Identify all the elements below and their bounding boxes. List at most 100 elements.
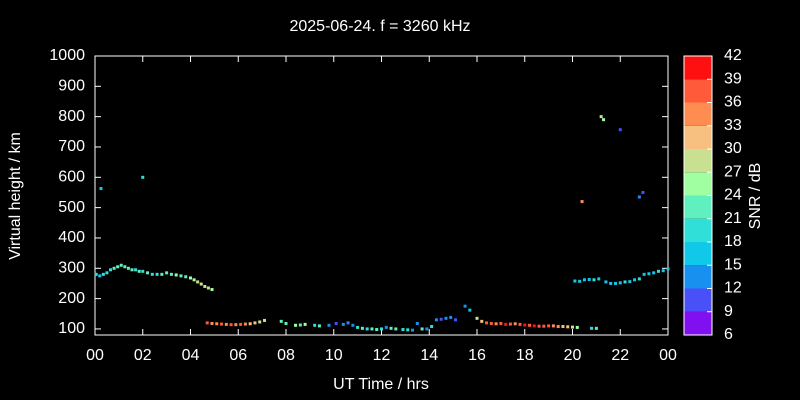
colorbar-band <box>684 218 712 242</box>
point <box>494 322 498 326</box>
point <box>150 272 154 276</box>
y-tick-label: 500 <box>58 199 85 216</box>
point <box>146 271 150 275</box>
point <box>463 304 467 308</box>
point <box>263 318 267 322</box>
point <box>389 326 393 330</box>
point <box>243 322 247 326</box>
y-tick-label: 900 <box>58 78 85 95</box>
x-tick-label: 20 <box>564 347 582 364</box>
colorbar-tick-label: 36 <box>724 94 742 111</box>
y-tick-label: 300 <box>58 260 85 277</box>
point <box>375 328 379 332</box>
colorbar-band <box>684 102 712 126</box>
colorbar-band <box>684 195 712 219</box>
x-axis-label: UT Time / hrs <box>333 376 429 393</box>
x-tick-label: 06 <box>229 347 247 364</box>
y-tick-label: 600 <box>58 169 85 186</box>
colorbar-band <box>684 56 712 80</box>
colorbar-band <box>684 265 712 289</box>
point <box>123 265 127 269</box>
point <box>618 281 622 285</box>
point <box>613 281 617 285</box>
point <box>210 321 214 325</box>
plot-frame <box>94 55 669 336</box>
x-tick-label: 10 <box>325 347 343 364</box>
point <box>248 322 252 326</box>
point <box>141 269 145 273</box>
y-tick-label: 100 <box>58 320 85 337</box>
point <box>174 273 178 277</box>
point <box>112 266 116 270</box>
x-tick-label: 12 <box>373 347 391 364</box>
point <box>573 279 577 283</box>
point <box>485 321 489 325</box>
point <box>434 318 438 322</box>
point <box>580 200 584 204</box>
colorbar-tick-label: 39 <box>724 70 742 87</box>
y-axis-label: Virtual height / km <box>7 132 24 260</box>
point <box>99 187 103 191</box>
point <box>406 328 410 332</box>
point <box>656 269 660 273</box>
point <box>454 318 458 322</box>
x-tick-label: 02 <box>134 347 152 364</box>
point <box>566 325 570 329</box>
point <box>582 278 586 282</box>
point <box>384 325 388 329</box>
point <box>130 268 134 272</box>
point <box>229 323 233 327</box>
point <box>134 268 138 272</box>
x-tick-label: 00 <box>659 347 677 364</box>
x-tick-label: 22 <box>611 347 629 364</box>
point <box>597 277 601 281</box>
point <box>513 322 517 326</box>
point <box>623 280 627 284</box>
point <box>480 319 484 323</box>
colorbar-band <box>684 149 712 173</box>
point <box>258 320 262 324</box>
point <box>119 263 123 267</box>
y-tick-label: 800 <box>58 108 85 125</box>
point <box>160 272 164 276</box>
point <box>571 325 574 329</box>
point <box>294 323 298 327</box>
point <box>415 321 419 325</box>
point <box>279 319 283 323</box>
point <box>499 321 503 325</box>
point <box>356 325 360 329</box>
point <box>341 322 345 326</box>
colorbar-tick-label: 33 <box>724 117 742 134</box>
colorbar-tick-label: 18 <box>724 233 742 250</box>
colorbar-tick-label: 9 <box>724 303 733 320</box>
point <box>184 275 188 279</box>
point <box>628 280 632 284</box>
point <box>98 274 102 278</box>
point <box>126 266 130 270</box>
colorbar-tick-label: 24 <box>724 187 742 204</box>
point <box>105 271 109 275</box>
colorbar-tick-label: 42 <box>724 47 742 64</box>
point <box>578 279 582 283</box>
x-tick-label: 04 <box>182 347 200 364</box>
point <box>575 325 579 329</box>
point <box>661 269 665 273</box>
x-tick-label: 16 <box>468 347 486 364</box>
point <box>224 322 228 326</box>
point <box>504 322 508 326</box>
colorbar-band <box>684 288 712 312</box>
point <box>633 278 637 282</box>
point <box>590 326 594 330</box>
point <box>199 282 203 286</box>
point <box>439 317 443 321</box>
point <box>334 321 338 325</box>
point <box>346 321 350 325</box>
point <box>537 324 541 328</box>
point <box>365 327 369 331</box>
point <box>370 327 374 331</box>
colorbar-tick-label: 6 <box>724 326 733 343</box>
point <box>109 268 113 272</box>
point <box>303 322 307 326</box>
point <box>94 272 98 276</box>
